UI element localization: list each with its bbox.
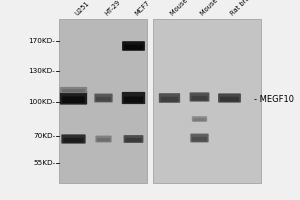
FancyBboxPatch shape xyxy=(220,97,239,102)
FancyBboxPatch shape xyxy=(190,92,209,102)
Text: Rat brain: Rat brain xyxy=(230,0,255,17)
FancyBboxPatch shape xyxy=(60,87,87,93)
FancyBboxPatch shape xyxy=(124,45,143,50)
FancyBboxPatch shape xyxy=(62,96,85,103)
Text: 170KD-: 170KD- xyxy=(28,38,56,44)
Bar xyxy=(58,19,147,183)
Text: - MEGF10: - MEGF10 xyxy=(254,96,294,104)
FancyBboxPatch shape xyxy=(124,97,143,103)
Text: 55KD-: 55KD- xyxy=(33,160,56,166)
Text: HT-29: HT-29 xyxy=(103,0,121,17)
FancyBboxPatch shape xyxy=(192,116,207,122)
Text: U251: U251 xyxy=(74,0,90,17)
FancyBboxPatch shape xyxy=(97,138,110,142)
FancyBboxPatch shape xyxy=(95,136,112,142)
Bar xyxy=(153,19,261,183)
FancyBboxPatch shape xyxy=(62,89,85,92)
FancyBboxPatch shape xyxy=(61,134,86,144)
Text: 100KD-: 100KD- xyxy=(28,99,56,105)
FancyBboxPatch shape xyxy=(122,92,145,104)
FancyBboxPatch shape xyxy=(218,93,241,103)
Text: Mouse liver: Mouse liver xyxy=(200,0,231,17)
Text: Mouse brain: Mouse brain xyxy=(169,0,202,17)
FancyBboxPatch shape xyxy=(191,96,208,101)
FancyBboxPatch shape xyxy=(161,97,178,102)
FancyBboxPatch shape xyxy=(193,118,206,121)
FancyBboxPatch shape xyxy=(64,138,83,143)
FancyBboxPatch shape xyxy=(159,93,180,103)
Text: 70KD-: 70KD- xyxy=(33,133,56,139)
FancyBboxPatch shape xyxy=(192,137,207,141)
FancyBboxPatch shape xyxy=(190,134,209,142)
FancyBboxPatch shape xyxy=(122,41,145,51)
FancyBboxPatch shape xyxy=(124,135,143,143)
FancyBboxPatch shape xyxy=(94,94,112,102)
Text: 130KD-: 130KD- xyxy=(28,68,56,74)
FancyBboxPatch shape xyxy=(96,97,111,101)
Text: MCF7: MCF7 xyxy=(134,0,151,17)
FancyBboxPatch shape xyxy=(60,91,87,105)
FancyBboxPatch shape xyxy=(125,138,142,142)
